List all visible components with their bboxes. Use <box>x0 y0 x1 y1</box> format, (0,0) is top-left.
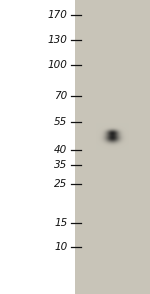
Text: 15: 15 <box>54 218 68 228</box>
Text: 100: 100 <box>48 60 68 70</box>
Text: 130: 130 <box>48 35 68 45</box>
Text: 25: 25 <box>54 179 68 189</box>
Text: 35: 35 <box>54 160 68 170</box>
Text: 55: 55 <box>54 117 68 127</box>
FancyBboxPatch shape <box>75 0 150 294</box>
Text: 70: 70 <box>54 91 68 101</box>
Text: 40: 40 <box>54 145 68 155</box>
Text: 170: 170 <box>48 10 68 20</box>
Text: 10: 10 <box>54 242 68 252</box>
